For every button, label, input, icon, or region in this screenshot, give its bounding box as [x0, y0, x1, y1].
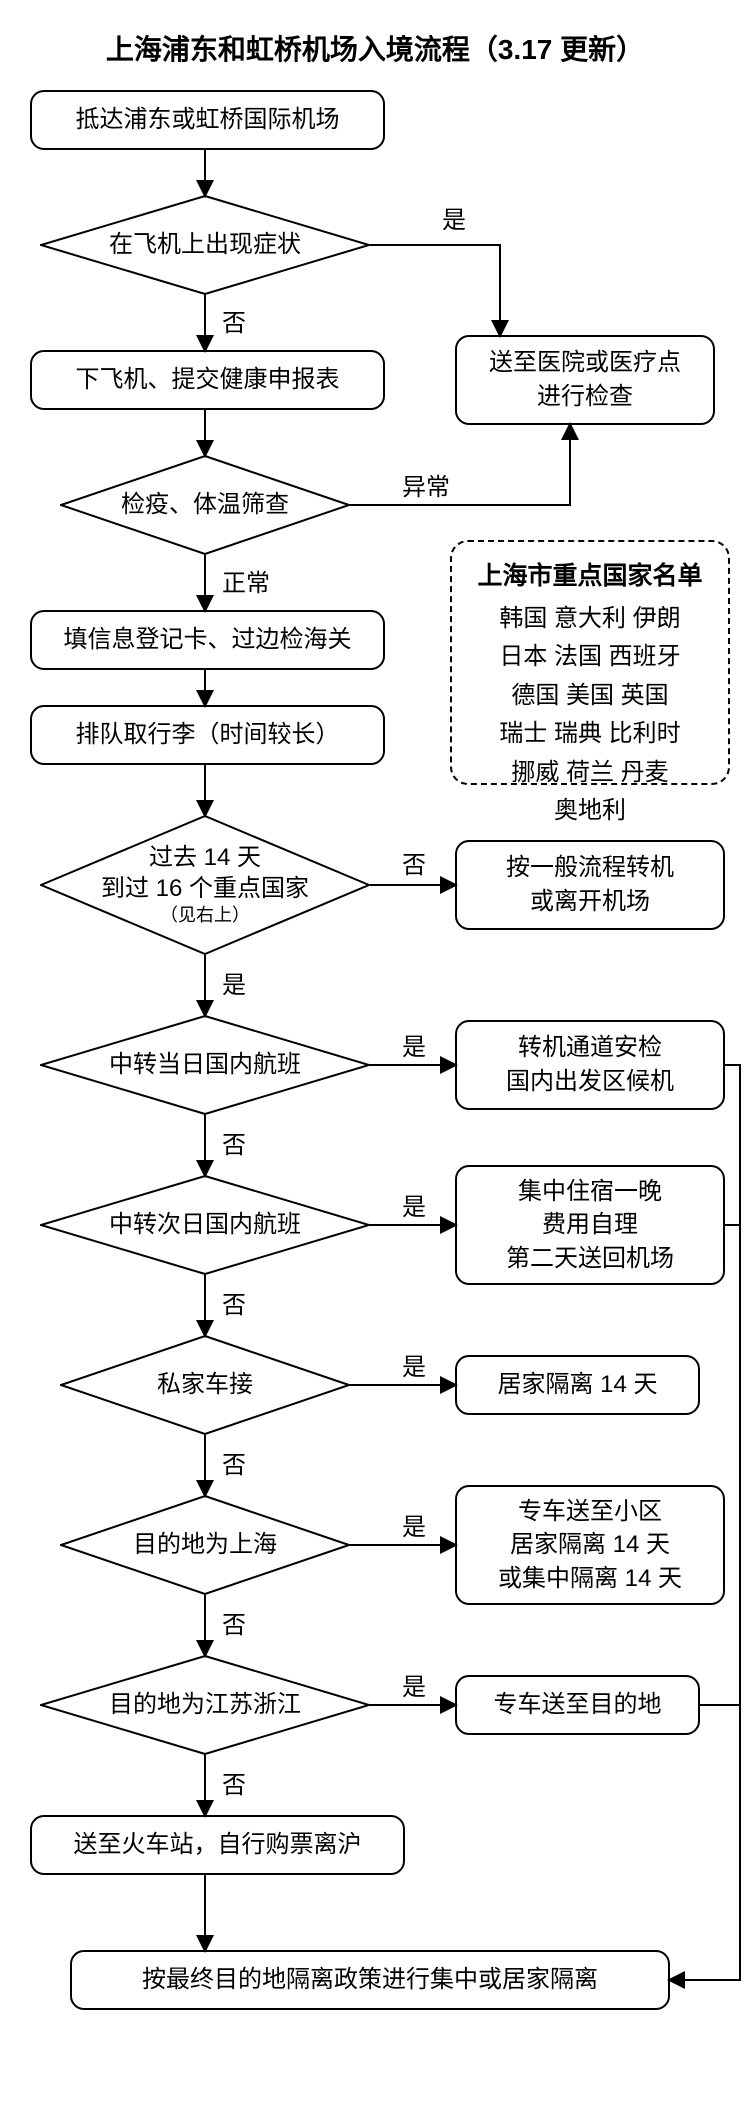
node-d_car: 私家车接 — [60, 1335, 350, 1435]
node-n_submit: 下飞机、提交健康申报表 — [30, 350, 385, 410]
label-l_jz_no: 否 — [220, 1765, 248, 1800]
label-l_sh_no: 否 — [220, 1605, 248, 1640]
country-list-row: 挪威 荷兰 丹麦 — [462, 754, 718, 792]
label-l_temp_ok: 正常 — [220, 563, 272, 598]
node-n_home14: 居家隔离 14 天 — [455, 1355, 700, 1415]
label-l_car_no: 否 — [220, 1445, 248, 1480]
country-list-row: 瑞士 瑞典 比利时 — [462, 715, 718, 753]
node-d_sh: 目的地为上海 — [60, 1495, 350, 1595]
country-list-row: 德国 美国 英国 — [462, 677, 718, 715]
node-n_final: 按最终目的地隔离政策进行集中或居家隔离 — [70, 1950, 670, 2010]
label-l_next_no: 否 — [220, 1285, 248, 1320]
country-list-rows: 韩国 意大利 伊朗日本 法国 西班牙德国 美国 英国瑞士 瑞典 比利时挪威 荷兰… — [462, 600, 718, 830]
label-l_sym_yes: 是 — [440, 200, 468, 235]
label-l_temp_abn: 异常 — [400, 467, 452, 502]
node-n_luggage: 排队取行李（时间较长） — [30, 705, 385, 765]
page-title: 上海浦东和虹桥机场入境流程（3.17 更新） — [0, 28, 750, 68]
node-d_symptom: 在飞机上出现症状 — [40, 195, 370, 295]
country-list-box: 上海市重点国家名单 韩国 意大利 伊朗日本 法国 西班牙德国 美国 英国瑞士 瑞… — [450, 540, 730, 785]
node-n_arrive: 抵达浦东或虹桥国际机场 — [30, 90, 385, 150]
label-l_sh_yes: 是 — [400, 1507, 428, 1542]
label-l_jz_yes: 是 — [400, 1667, 428, 1702]
node-n_train: 送至火车站，自行购票离沪 — [30, 1815, 405, 1875]
node-d_16c: 过去 14 天到过 16 个重点国家（见右上） — [40, 815, 370, 955]
node-n_nextday: 集中住宿一晚费用自理第二天送回机场 — [455, 1165, 725, 1285]
country-list-title: 上海市重点国家名单 — [462, 556, 718, 592]
node-d_jz: 目的地为江苏浙江 — [40, 1655, 370, 1755]
label-l_car_yes: 是 — [400, 1347, 428, 1382]
country-list-row: 韩国 意大利 伊朗 — [462, 600, 718, 638]
node-d_sameday: 中转当日国内航班 — [40, 1015, 370, 1115]
node-n_fillcard: 填信息登记卡、过边检海关 — [30, 610, 385, 670]
node-n_hospital: 送至医院或医疗点进行检查 — [455, 335, 715, 425]
node-n_leave: 按一般流程转机或离开机场 — [455, 840, 725, 930]
label-l_same_yes: 是 — [400, 1027, 428, 1062]
node-n_jz: 专车送至目的地 — [455, 1675, 700, 1735]
country-list-row: 奥地利 — [462, 792, 718, 830]
country-list-row: 日本 法国 西班牙 — [462, 638, 718, 676]
node-d_temp: 检疫、体温筛查 — [60, 455, 350, 555]
label-l_16c_yes: 是 — [220, 965, 248, 1000]
node-d_nextday: 中转次日国内航班 — [40, 1175, 370, 1275]
label-l_sym_no: 否 — [220, 303, 248, 338]
label-l_next_yes: 是 — [400, 1187, 428, 1222]
node-n_sameday: 转机通道安检国内出发区候机 — [455, 1020, 725, 1110]
node-n_sh: 专车送至小区居家隔离 14 天或集中隔离 14 天 — [455, 1485, 725, 1605]
label-l_same_no: 否 — [220, 1125, 248, 1160]
label-l_16c_no: 否 — [400, 845, 428, 880]
